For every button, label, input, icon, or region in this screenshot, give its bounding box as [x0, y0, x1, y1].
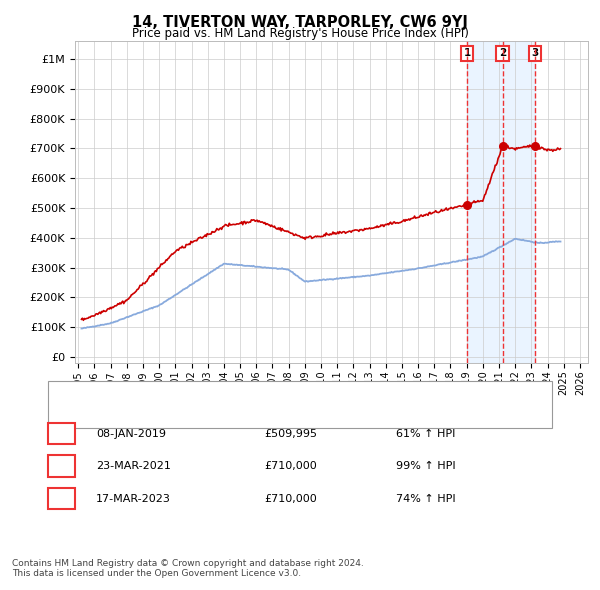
Text: Contains HM Land Registry data © Crown copyright and database right 2024.: Contains HM Land Registry data © Crown c…: [12, 559, 364, 568]
Text: 2: 2: [499, 48, 506, 58]
Bar: [467, 41, 535, 363]
Text: 1: 1: [463, 48, 471, 58]
Text: 3: 3: [531, 48, 539, 58]
Text: ——: ——: [57, 387, 82, 400]
Text: HPI: Average price, detached house, Cheshire West and Chester: HPI: Average price, detached house, Ches…: [87, 412, 422, 422]
Text: 2: 2: [58, 461, 65, 471]
Text: 08-JAN-2019: 08-JAN-2019: [96, 429, 166, 438]
Text: £710,000: £710,000: [264, 494, 317, 503]
Text: £710,000: £710,000: [264, 461, 317, 471]
Text: ——: ——: [57, 411, 82, 424]
Text: 17-MAR-2023: 17-MAR-2023: [96, 494, 171, 503]
Text: 61% ↑ HPI: 61% ↑ HPI: [396, 429, 455, 438]
Text: Price paid vs. HM Land Registry's House Price Index (HPI): Price paid vs. HM Land Registry's House …: [131, 27, 469, 40]
Text: 1: 1: [58, 429, 65, 438]
Text: 23-MAR-2021: 23-MAR-2021: [96, 461, 171, 471]
Text: This data is licensed under the Open Government Licence v3.0.: This data is licensed under the Open Gov…: [12, 569, 301, 578]
Text: 74% ↑ HPI: 74% ↑ HPI: [396, 494, 455, 503]
Text: 3: 3: [58, 494, 65, 503]
Text: 99% ↑ HPI: 99% ↑ HPI: [396, 461, 455, 471]
Text: £509,995: £509,995: [264, 429, 317, 438]
Text: 14, TIVERTON WAY, TARPORLEY, CW6 9YJ (detached house): 14, TIVERTON WAY, TARPORLEY, CW6 9YJ (de…: [87, 389, 395, 398]
Text: 14, TIVERTON WAY, TARPORLEY, CW6 9YJ: 14, TIVERTON WAY, TARPORLEY, CW6 9YJ: [132, 15, 468, 30]
